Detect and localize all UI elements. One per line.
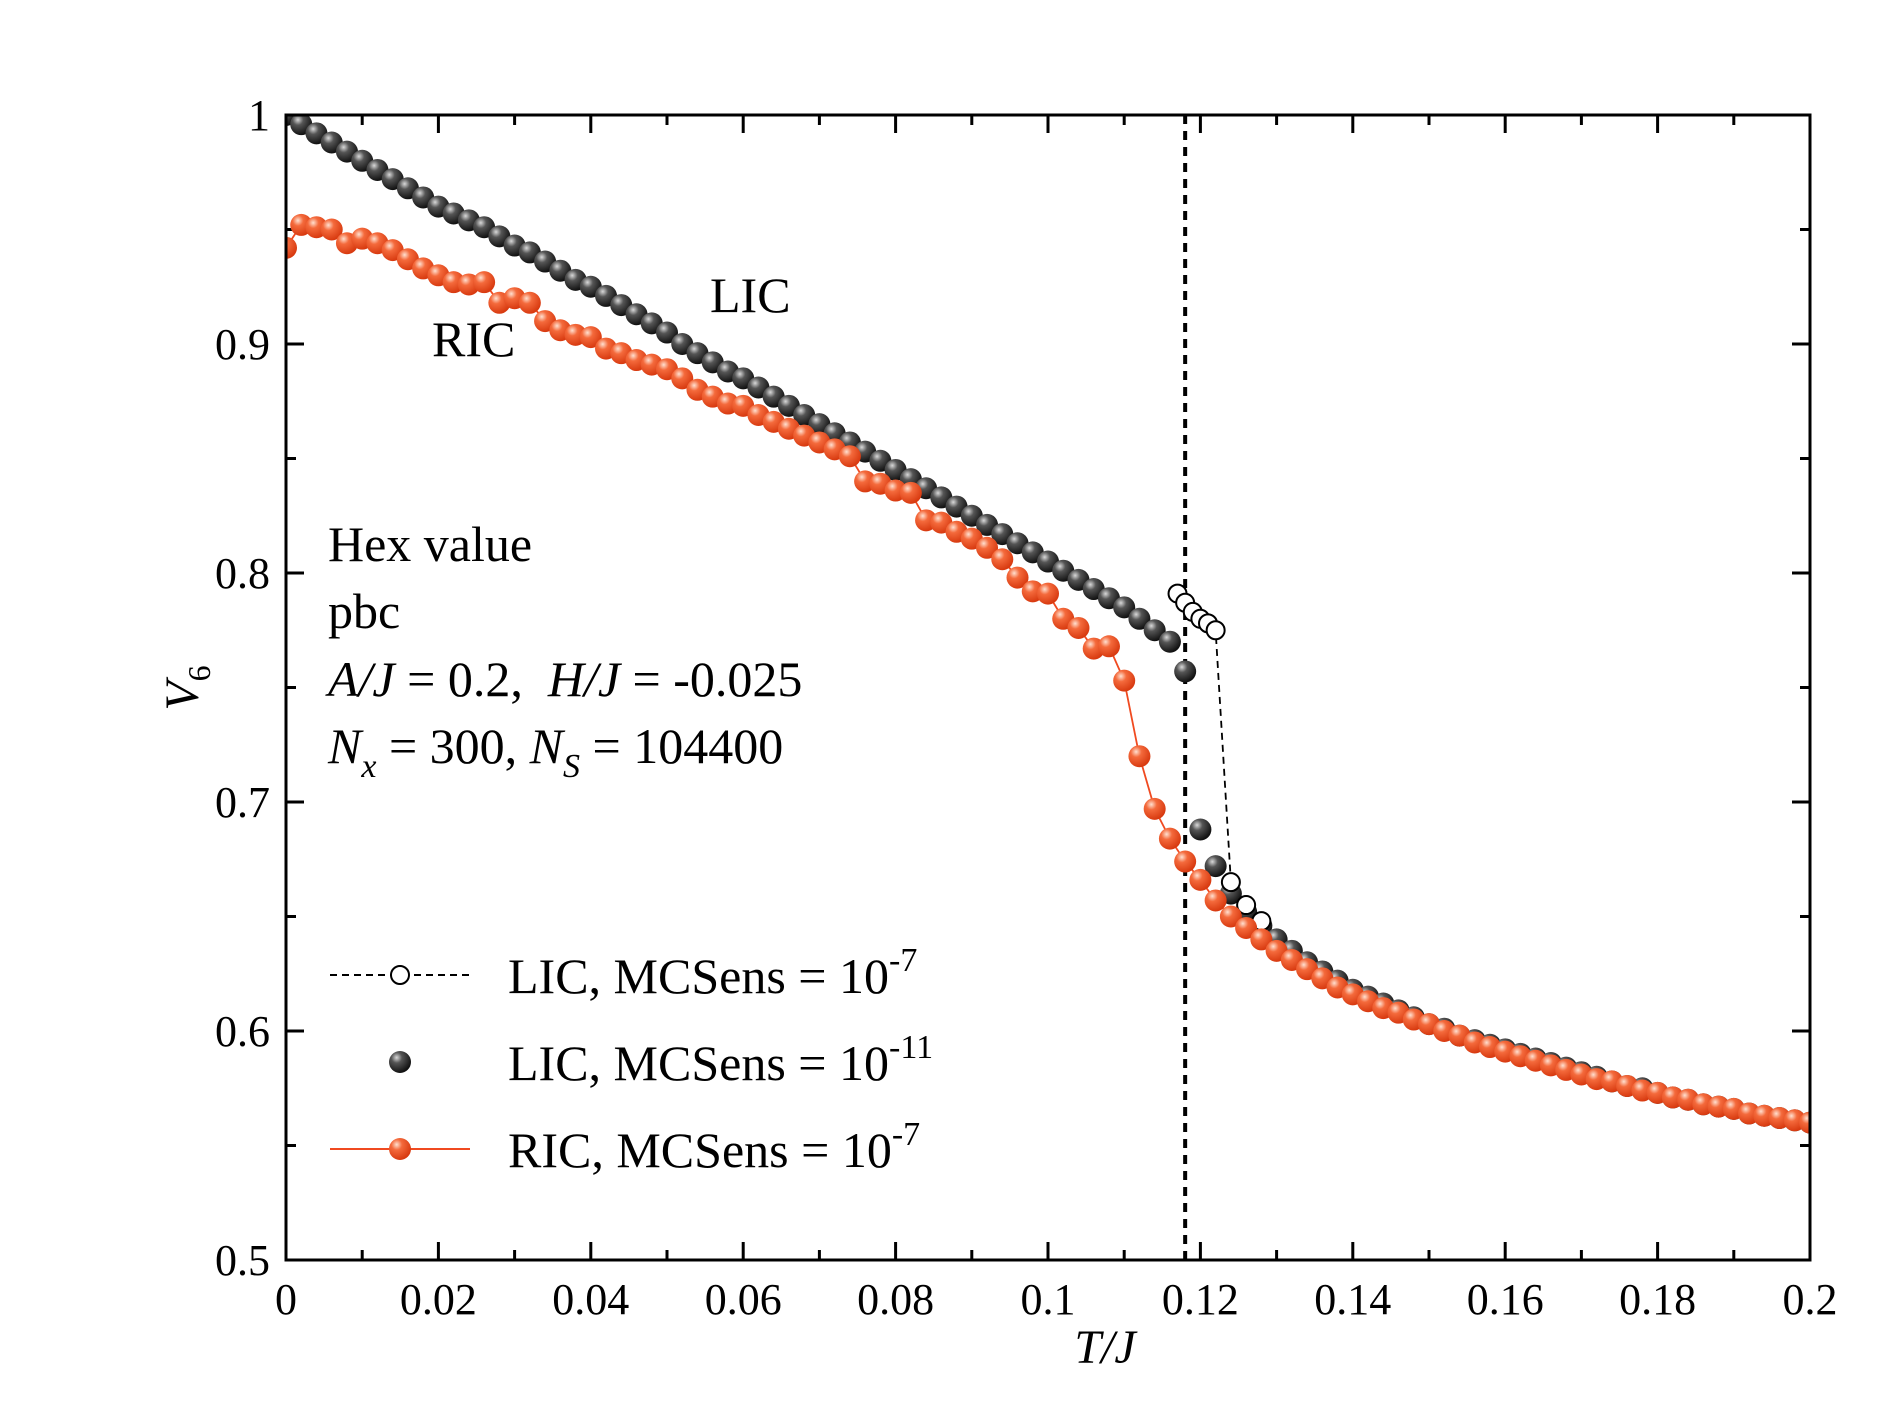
legend: LIC, MCSens = 10-7 LIC, MCSens = 10-11 R… [330, 942, 933, 1178]
lic-curve-label: LIC [710, 267, 791, 323]
legend-item-lic-1e-7: LIC, MCSens = 10-7 [330, 942, 917, 1004]
data-point-ric-1e-7 [1037, 582, 1059, 605]
legend-label-lic-1e-11: LIC, MCSens = 10-11 [508, 1029, 933, 1091]
legend-marker-red [389, 1138, 411, 1160]
axis-tick-labels: 0 0.02 0.04 0.06 0.08 0.1 0.12 0.14 0.16 0.18 0.2 0… [215, 91, 1838, 1324]
x-tick-label: 0.08 [857, 1275, 934, 1324]
legend-item-ric-1e-7: RIC, MCSens = 10-7 [330, 1116, 920, 1178]
data-point-ric-1e-7 [320, 218, 343, 241]
data-point-ric-1e-7 [1143, 797, 1166, 820]
data-point-lic-1e-7 [1236, 895, 1257, 916]
data-point-lic-1e-11 [656, 321, 678, 344]
data-point-ric-1e-7 [1204, 889, 1227, 912]
legend-item-lic-1e-11: LIC, MCSens = 10-11 [389, 1029, 933, 1091]
x-tick-label: 0.14 [1314, 1275, 1391, 1324]
legend-label-ric-1e-7: RIC, MCSens = 10-7 [508, 1116, 920, 1178]
data-point-lic-1e-11 [1113, 596, 1136, 619]
y-tick-label: 0.7 [215, 778, 270, 827]
x-tick-label: 0.18 [1619, 1275, 1696, 1324]
y-tick-label: 0.9 [215, 320, 270, 369]
y-tick-label: 0.8 [215, 549, 270, 598]
data-point-ric-1e-7 [473, 271, 496, 294]
data-point-lic-1e-11 [1143, 619, 1166, 642]
y-axis-label: V6 [156, 665, 217, 710]
legend-label-lic-1e-7: LIC, MCSens = 10-7 [508, 942, 917, 1004]
legend-marker-black [389, 1051, 411, 1073]
y-tick-label: 1 [248, 91, 270, 140]
x-tick-label: 0.2 [1783, 1275, 1838, 1324]
data-point-ric-1e-7 [899, 481, 922, 504]
data-point-lic-1e-11 [1128, 607, 1151, 630]
data-point-ric-1e-7 [1067, 616, 1090, 639]
data-point-lic-1e-7 [1205, 620, 1226, 641]
data-point-ric-1e-7 [838, 445, 861, 468]
data-point-ric-1e-7 [1158, 827, 1181, 850]
data-point-ric-1e-7 [1097, 635, 1120, 658]
legend-marker-open [390, 965, 410, 985]
data-point-ric-1e-7 [671, 367, 694, 390]
series-lic-1e-11-points [286, 115, 1810, 1134]
annotation-sizes: Nx = 300, NS = 104400 [327, 718, 783, 785]
series-lic-1e-7-points [1167, 583, 1272, 932]
annotation-hex-value: Hex value [328, 516, 532, 572]
data-point-lic-1e-11 [1174, 660, 1197, 683]
y-tick-label: 0.6 [215, 1007, 270, 1056]
ric-curve-label: RIC [432, 311, 515, 367]
annotation-pbc: pbc [328, 583, 400, 639]
data-point-ric-1e-7 [518, 291, 541, 314]
x-tick-label: 0 [275, 1275, 297, 1324]
x-tick-label: 0.02 [400, 1275, 477, 1324]
axis-ticks [284, 113, 1812, 1262]
data-point-ric-1e-7 [1006, 566, 1029, 589]
data-point-lic-1e-11 [1189, 818, 1212, 841]
data-point-ric-1e-7 [991, 548, 1014, 571]
data-point-ric-1e-7 [1219, 905, 1242, 928]
data-point-ric-1e-7 [286, 236, 297, 259]
data-point-ric-1e-7 [1799, 1111, 1810, 1134]
data-point-ric-1e-7 [1250, 928, 1273, 951]
y-tick-label: 0.5 [215, 1236, 270, 1285]
data-point-lic-1e-11 [1204, 855, 1227, 878]
x-tick-label: 0.04 [552, 1275, 629, 1324]
x-axis-label: T/J [1074, 1321, 1138, 1374]
annotation-parameters: A/J = 0.2, H/J = -0.025 [325, 651, 802, 707]
data-point-ric-1e-7 [1128, 745, 1151, 768]
series-ric-points [286, 213, 1810, 1134]
x-tick-label: 0.16 [1467, 1275, 1544, 1324]
data-point-lic-1e-11 [1158, 630, 1181, 653]
x-tick-label: 0.06 [705, 1275, 782, 1324]
x-tick-label: 0.1 [1021, 1275, 1076, 1324]
x-tick-label: 0.12 [1162, 1275, 1239, 1324]
data-point-ric-1e-7 [1189, 868, 1212, 891]
data-point-ric-1e-7 [1174, 850, 1197, 873]
data-point-ric-1e-7 [579, 326, 602, 349]
plot-frame [284, 113, 1812, 1262]
data-point-ric-1e-7 [976, 536, 999, 559]
data-point-lic-1e-7 [1220, 872, 1241, 893]
data-point-ric-1e-7 [1235, 916, 1258, 939]
data-point-ric-1e-7 [1113, 669, 1136, 692]
